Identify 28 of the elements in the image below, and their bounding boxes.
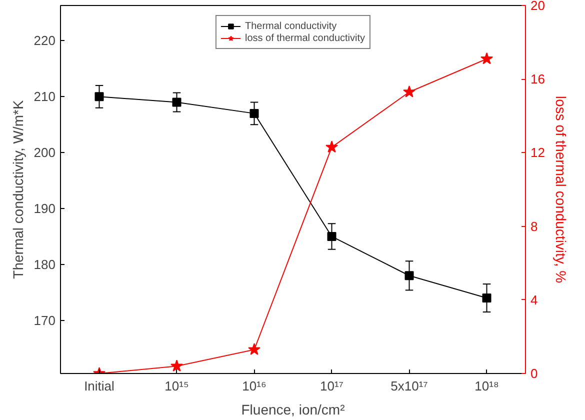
point xyxy=(248,343,260,355)
y2-tick-label: 8 xyxy=(530,218,538,234)
y-tick-label: 220 xyxy=(34,33,56,48)
y-tick-label: 190 xyxy=(34,201,56,216)
y2-tick-label: 16 xyxy=(530,72,545,87)
x-tick-label: 10¹⁶ xyxy=(242,378,266,394)
y-tick-label: 170 xyxy=(34,312,56,328)
x-tick-label: 5x10¹⁷ xyxy=(390,378,428,394)
legend-label: loss of thermal conductivity xyxy=(244,32,366,44)
y2-tick-label: 12 xyxy=(530,145,545,160)
y-axis-title: Thermal conductivity, W/m*K xyxy=(10,100,26,279)
y2-axis-title: loss of thermal conductivity, % xyxy=(552,96,569,284)
y2-tick-label: 0 xyxy=(530,366,538,381)
point xyxy=(170,360,183,372)
y-tick-label: 180 xyxy=(34,256,56,272)
x-tick-label: 10¹⁷ xyxy=(320,378,344,394)
x-axis-title: Fluence, ion/cm² xyxy=(241,402,346,418)
x-tick-label: 10¹⁸ xyxy=(474,378,499,394)
y-tick-label: 210 xyxy=(34,89,56,104)
y-tick-label: 200 xyxy=(34,145,56,160)
point xyxy=(480,52,493,64)
x-tick-label: 10¹⁵ xyxy=(164,378,189,394)
point xyxy=(403,85,416,98)
y2-tick-label: 20 xyxy=(530,0,545,13)
y2-tick-label: 4 xyxy=(530,292,538,308)
x-tick-label: Initial xyxy=(84,378,115,394)
legend-label: Thermal conductivity xyxy=(244,20,337,32)
point xyxy=(326,140,338,153)
